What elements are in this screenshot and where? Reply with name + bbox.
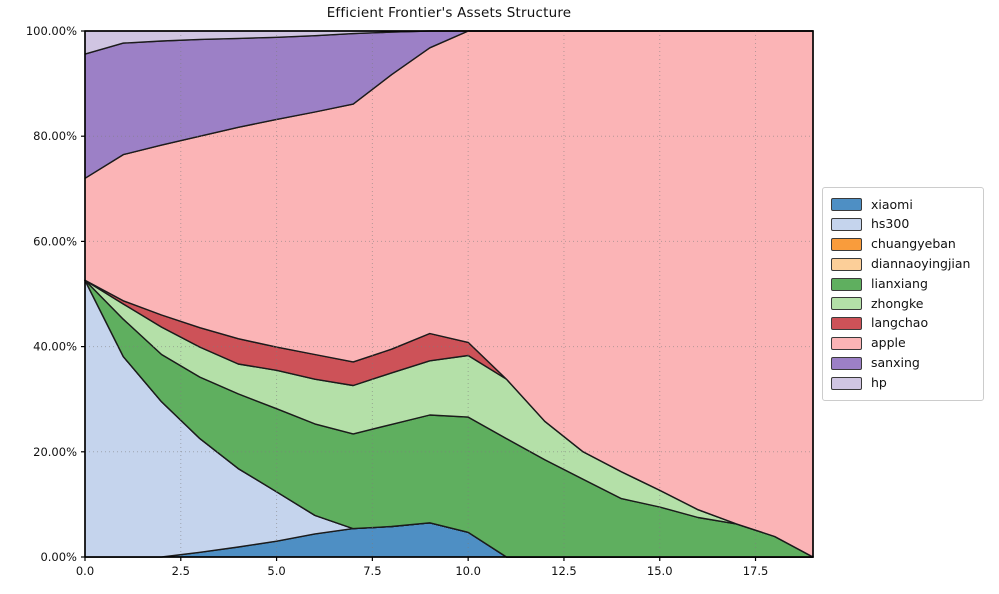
legend-label: hs300 [871,216,910,232]
legend-item-hp: hp [831,373,973,393]
legend-label: chuangyeban [871,236,956,252]
legend-swatch-xiaomi [831,198,862,212]
x-tick-label: 12.5 [551,564,577,578]
chart-title: Efficient Frontier's Assets Structure [326,5,572,21]
legend-item-chuangyeban: chuangyeban [831,235,973,255]
legend-item-apple: apple [831,334,973,354]
legend-swatch-zhongke [831,297,862,311]
legend-label: langchao [871,315,929,331]
legend-label: diannaoyingjian [871,256,971,272]
legend-swatch-diannaoyingjian [831,257,862,271]
legend-item-zhongke: zhongke [831,294,973,314]
axis-ticks [81,30,757,561]
y-tick-label: 20.00% [33,445,77,459]
legend-item-langchao: langchao [831,314,973,334]
legend-item-diannaoyingjian: diannaoyingjian [831,254,973,274]
areas [84,30,814,558]
legend-swatch-lianxiang [831,277,862,291]
y-tick-label: 100.00% [26,24,77,38]
x-tick-label: 15.0 [647,564,673,578]
legend-label: hp [871,374,887,390]
gridlines [85,31,813,557]
legend-item-lianxiang: lianxiang [831,274,973,294]
legend: xiaomi hs300 chuangyeban diannaoyingjian lia… [822,187,984,401]
legend-swatch-chuangyeban [831,237,862,251]
legend-label: zhongke [871,295,924,311]
y-tick-label: 60.00% [33,234,77,248]
x-tick-label: 5.0 [267,564,285,578]
y-tick-label: 80.00% [33,129,77,143]
legend-label: sanxing [871,355,920,371]
x-tick-label: 17.5 [743,564,769,578]
x-tick-label: 7.5 [363,564,381,578]
y-tick-label: 0.00% [40,550,77,564]
legend-label: xiaomi [871,196,913,212]
legend-item-xiaomi: xiaomi [831,195,973,215]
legend-swatch-apple [831,336,862,350]
legend-label: lianxiang [871,275,928,291]
plot-border [84,30,814,558]
y-tick-label: 40.00% [33,340,77,354]
axis-labels: 0.0 2.5 5.0 7.5 10.0 12.5 15.0 17.5 0.00% 20.00% 4… [26,24,769,578]
x-tick-label: 10.0 [455,564,481,578]
legend-swatch-langchao [831,317,862,331]
x-tick-label: 2.5 [172,564,190,578]
legend-swatch-hp [831,376,862,390]
x-tick-label: 0.0 [76,564,94,578]
legend-label: apple [871,335,906,351]
legend-swatch-hs300 [831,218,862,232]
legend-swatch-sanxing [831,356,862,370]
legend-item-sanxing: sanxing [831,353,973,373]
legend-item-hs300: hs300 [831,215,973,235]
